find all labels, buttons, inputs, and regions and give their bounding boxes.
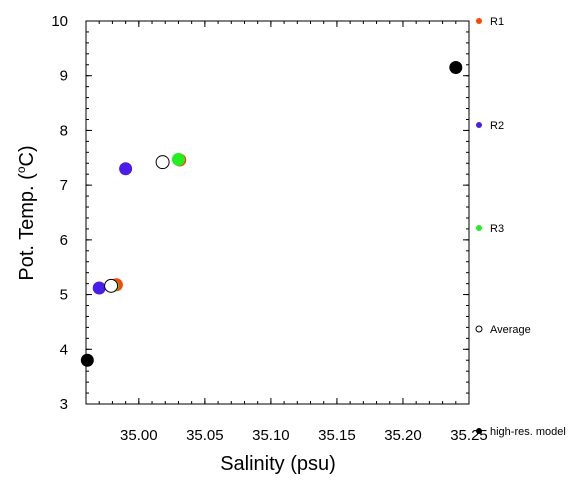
point-average bbox=[104, 278, 119, 293]
point-high-res-model bbox=[80, 353, 94, 367]
y-tick-label: 10 bbox=[51, 13, 68, 30]
x-tick-label: 35.15 bbox=[318, 427, 356, 444]
x-axis-title: Salinity (psu) bbox=[220, 453, 336, 475]
legend-marker bbox=[476, 122, 482, 128]
legend-label: R2 bbox=[490, 120, 504, 132]
point-high-res-model bbox=[449, 61, 463, 75]
x-tick-label: 35.25 bbox=[450, 427, 488, 444]
legend-label: high-res. model bbox=[490, 426, 566, 438]
x-tick-label: 35.20 bbox=[384, 427, 422, 444]
y-tick-label: 7 bbox=[60, 177, 68, 194]
x-tick-label: 35.10 bbox=[252, 427, 290, 444]
legend-label: R3 bbox=[490, 223, 504, 235]
y-tick-label: 3 bbox=[60, 396, 68, 413]
legend-marker bbox=[476, 18, 482, 24]
y-axis-title-end: C) bbox=[16, 145, 38, 166]
y-tick-label: 6 bbox=[60, 232, 68, 249]
legend-label: R1 bbox=[490, 16, 504, 28]
point-r2 bbox=[92, 281, 106, 295]
x-tick-label: 35.00 bbox=[120, 427, 158, 444]
point-r2 bbox=[119, 162, 133, 176]
data-points bbox=[80, 61, 463, 367]
y-axis-title: Pot. Temp. (oC) bbox=[14, 145, 38, 280]
x-axis: 35.00 35.05 35.10 35.15 35.20 35.25 bbox=[85, 21, 488, 444]
y-axis-title-degree: o bbox=[14, 166, 28, 173]
plot-frame bbox=[85, 20, 470, 405]
y-tick-label: 9 bbox=[60, 68, 68, 85]
y-tick-label: 8 bbox=[60, 122, 68, 139]
legend-marker bbox=[476, 428, 482, 434]
legend: R1 R2 R3 Average high-res. model bbox=[475, 16, 566, 438]
y-axis-title-main: Pot. Temp. ( bbox=[16, 173, 38, 281]
legend-label: Average bbox=[490, 324, 531, 336]
y-tick-label: 5 bbox=[60, 287, 68, 304]
point-r3 bbox=[171, 152, 185, 166]
plot-border bbox=[85, 20, 470, 405]
x-tick-label: 35.05 bbox=[186, 427, 224, 444]
y-axis: 3 4 5 6 7 8 9 10 bbox=[51, 13, 469, 413]
legend-marker bbox=[475, 325, 483, 333]
point-average bbox=[155, 155, 170, 170]
legend-marker bbox=[476, 225, 482, 231]
y-tick-label: 4 bbox=[60, 341, 68, 358]
